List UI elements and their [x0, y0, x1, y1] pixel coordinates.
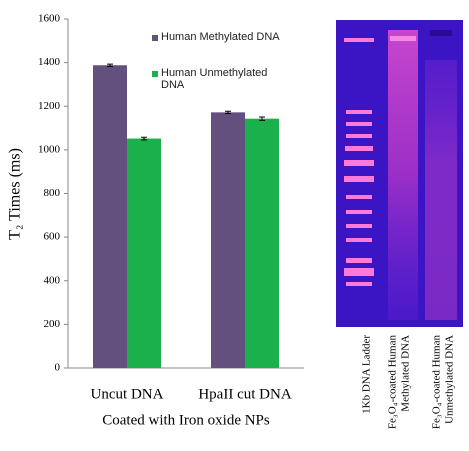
- legend-swatch: [152, 71, 158, 77]
- x-tick-label: Uncut DNA: [91, 386, 164, 402]
- x-axis-label: Coated with Iron oxide NPs: [102, 412, 270, 428]
- bar: [211, 112, 245, 368]
- error-bar: [107, 63, 113, 67]
- y-tick-label: 400: [44, 274, 61, 286]
- error-bar: [141, 136, 147, 141]
- error-bar: [259, 116, 265, 121]
- y-tick-label: 600: [44, 231, 61, 243]
- y-tick-label: 1200: [38, 100, 61, 112]
- gel-lane-label: Fe₃O₄-coated Human: [431, 335, 443, 430]
- gel-lane-label: Fe₃O₄-coated Human: [387, 335, 399, 430]
- legend-swatch: [152, 35, 158, 41]
- y-axis-label: T₂ Times (ms): [7, 148, 24, 240]
- bar: [93, 65, 127, 369]
- legend-label: Human Methylated DNA: [161, 31, 280, 43]
- gel-lane-label: Methylated DNA: [400, 335, 412, 412]
- y-tick-label: 800: [44, 187, 61, 199]
- y-tick-label: 1600: [38, 13, 61, 25]
- gel-image: [336, 20, 463, 327]
- y-tick-label: 200: [44, 318, 61, 330]
- y-tick-label: 0: [55, 362, 61, 374]
- gel-lane-label: 1Kb DNA Ladder: [361, 335, 373, 414]
- x-tick-label: HpaII cut DNA: [198, 386, 291, 402]
- legend-label: Human Unmethylated DNA: [161, 67, 268, 91]
- bar: [127, 138, 161, 368]
- y-tick-label: 1000: [38, 143, 61, 155]
- gel-lane-label: Unmethylated DNA: [444, 335, 456, 424]
- bar: [245, 118, 279, 368]
- y-tick-label: 1400: [38, 56, 61, 68]
- error-bar: [225, 110, 231, 114]
